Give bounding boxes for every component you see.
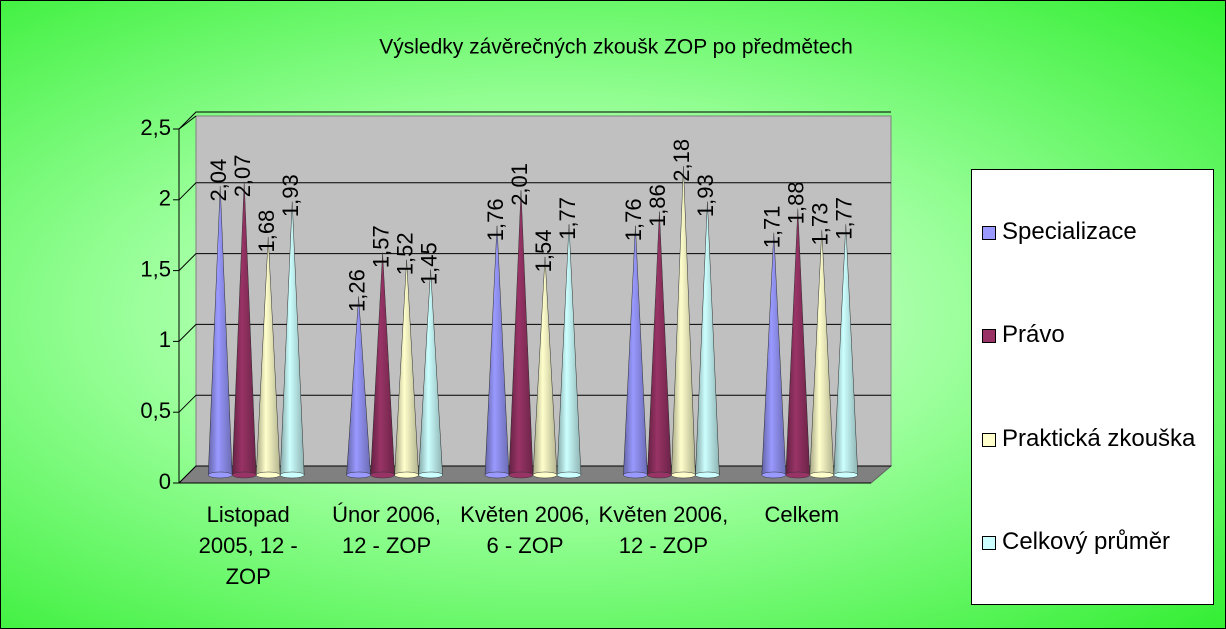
legend-swatch [982,432,996,447]
data-label: 1,77 [555,197,580,240]
chart-title: Výsledky závěrečných zkoušk ZOP po předm… [379,36,853,59]
cone-base [785,471,811,479]
cone-base [532,471,558,479]
data-label: 2,07 [230,154,255,197]
x-tick-label: Květen 2006, 12 - ZOP [598,502,729,558]
cone-shade [346,296,371,475]
cone-base [761,471,787,479]
cone-shade [533,256,557,475]
data-label: 2,01 [507,163,532,206]
cone-shade [418,269,443,475]
cone-base [255,471,281,479]
legend-item: Specializace [972,216,1213,248]
cone-shade [370,252,395,475]
cone-base [671,471,696,479]
cone-shade [833,224,858,475]
y-tick-label: 0 [159,469,171,494]
data-label: 1,73 [808,203,833,246]
data-label: 1,93 [278,174,303,217]
x-tick-label: Listopad 2005, 12 - ZOP [198,502,298,589]
data-label: 2,18 [669,139,694,182]
data-label: 1,93 [693,174,718,217]
data-label: 1,76 [483,198,508,241]
legend-item: Právo [972,319,1213,351]
cone-base [647,471,672,479]
cone-shade [208,186,233,476]
data-label: 1,71 [760,205,785,248]
data-label: 1,57 [368,225,393,268]
legend-item: Celkový průměr [972,526,1213,558]
y-tick-label: 2 [159,186,171,211]
cone-base [394,471,419,479]
y-tick-label: 2,5 [140,115,171,140]
legend: Specializace Právo Praktická zkouška Celkov… [971,169,1214,605]
cone-base [231,471,257,479]
cone-shade [557,224,581,475]
cone-base [346,471,371,479]
x-tick-label: Únor 2006, 12 - ZOP [332,502,442,558]
legend-swatch [982,536,996,551]
cone-shade [809,230,834,475]
cone-base [695,471,720,479]
cone-shade [671,166,696,475]
grid-line [178,111,891,130]
cone-base [207,471,233,479]
cone-base [623,471,648,479]
legend-label: Praktická zkouška [1002,424,1196,452]
cone-base [556,471,582,479]
cone-base [508,471,534,479]
cone-shade [647,211,672,475]
x-tick-label: Celkem [764,502,840,527]
y-tick-label: 1,5 [140,256,171,281]
data-label: 2,04 [206,159,231,202]
data-label: 1,52 [392,232,417,275]
data-label: 1,86 [645,184,670,227]
cone-shade [256,237,281,475]
cone-shade [394,259,419,475]
data-label: 1,26 [344,269,369,312]
cone-base [809,471,835,479]
cone-shade [509,190,533,475]
y-tick-label: 0,5 [140,398,171,423]
cone-base [484,471,510,479]
cone-shade [485,225,509,475]
cone-base [833,471,859,479]
cone-shade [761,232,786,475]
legend-label: Celkový průměr [1002,528,1171,556]
data-label: 1,68 [254,210,279,253]
data-label: 1,45 [416,242,441,285]
data-label: 1,77 [832,197,857,240]
cone-shade [785,208,810,476]
legend-swatch [982,329,996,344]
grid-line [178,182,891,201]
cone-base [370,471,395,479]
legend-label: Specializace [1002,217,1137,245]
cone-base [279,471,305,479]
legend-label: Právo [1002,321,1065,349]
data-label: 1,76 [621,198,646,241]
cone-shade [623,225,648,475]
legend-swatch [982,225,996,240]
data-label: 1,54 [531,230,556,273]
cone-shade [232,181,257,475]
cone-shade [280,201,305,475]
y-tick-label: 1 [159,327,171,352]
legend-item: Praktická zkouška [972,423,1213,455]
cone-base [418,471,443,479]
data-label: 1,88 [784,181,809,224]
cone-shade [695,201,720,475]
x-tick-label: Květen 2006, 6 - ZOP [460,502,590,558]
